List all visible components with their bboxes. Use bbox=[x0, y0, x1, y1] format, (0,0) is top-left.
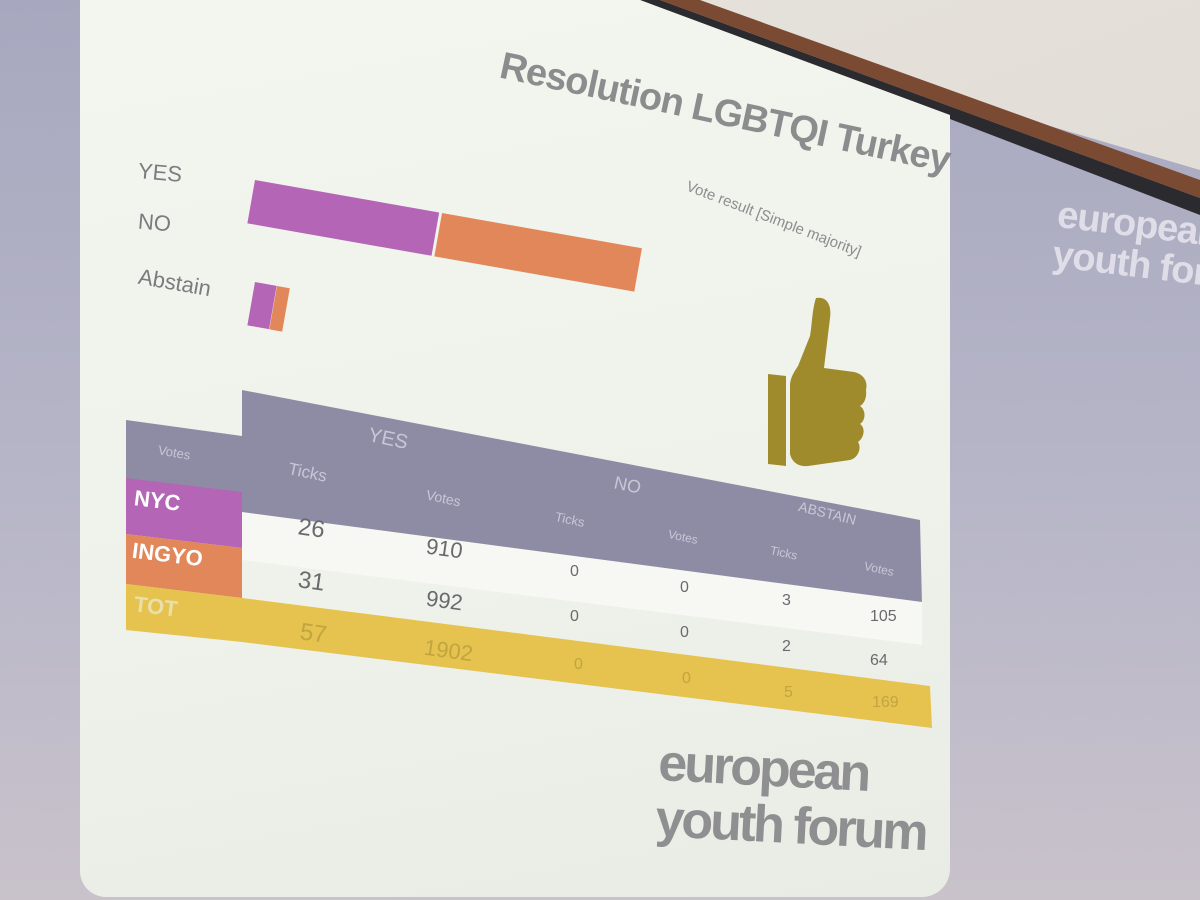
cell-ingyo-no-votes: 0 bbox=[680, 624, 689, 641]
cell-ingyo-abstain-ticks: 2 bbox=[782, 638, 791, 655]
row-nyc-label-bg bbox=[126, 478, 242, 548]
table-header-band bbox=[242, 390, 922, 605]
cell-ingyo-yes-ticks: 31 bbox=[296, 566, 327, 597]
thumbs-up-icon bbox=[768, 297, 867, 467]
slide-logo: european youth forum bbox=[654, 734, 930, 862]
cell-nyc-abstain-votes: 105 bbox=[870, 608, 897, 625]
cell-nyc-no-votes: 0 bbox=[680, 579, 689, 596]
row-label-tot: TOT bbox=[132, 591, 180, 622]
row-label-nyc: NYC bbox=[132, 485, 182, 516]
cell-ingyo-no-ticks: 0 bbox=[570, 608, 579, 625]
cell-tot-yes-ticks: 57 bbox=[298, 618, 329, 649]
cell-tot-abstain-votes: 169 bbox=[872, 694, 899, 711]
cell-nyc-no-ticks: 0 bbox=[570, 563, 579, 580]
row-tot-band bbox=[126, 584, 932, 728]
cell-nyc-yes-votes: 910 bbox=[424, 533, 465, 564]
cell-nyc-abstain-ticks: 3 bbox=[782, 592, 791, 609]
cell-tot-no-ticks: 0 bbox=[574, 656, 583, 673]
row-ingyo-label-bg bbox=[126, 534, 242, 598]
cell-tot-abstain-ticks: 5 bbox=[784, 684, 793, 701]
row-white-1 bbox=[242, 512, 922, 645]
cell-nyc-yes-ticks: 26 bbox=[296, 513, 327, 544]
cell-ingyo-yes-votes: 992 bbox=[424, 585, 465, 616]
cell-tot-no-votes: 0 bbox=[682, 670, 691, 687]
cell-ingyo-abstain-votes: 64 bbox=[870, 652, 888, 669]
